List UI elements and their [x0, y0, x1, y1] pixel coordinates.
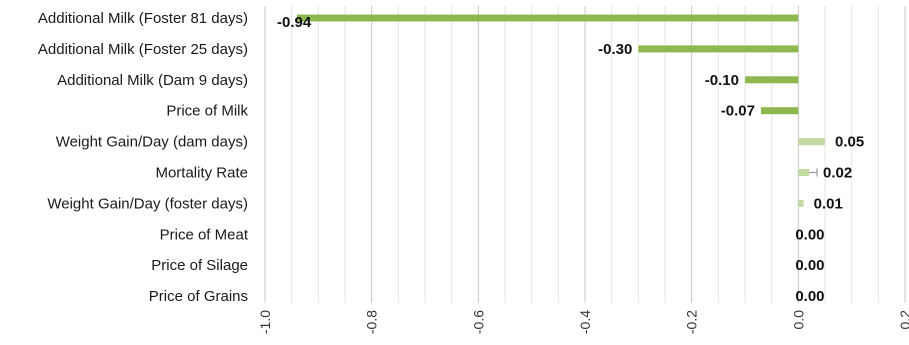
category-labels: Additional Milk (Foster 81 days) Addition…: [38, 10, 249, 305]
value-label: -0.07: [721, 103, 755, 120]
category-label: Price of Milk: [166, 103, 248, 120]
bar: [297, 14, 799, 22]
x-tick-label: 0.0: [790, 310, 806, 330]
category-label: Price of Silage: [151, 257, 248, 274]
value-label: -0.10: [705, 72, 739, 89]
category-label: Additional Milk (Foster 25 days): [38, 41, 248, 58]
x-tick-label: -1.0: [257, 310, 273, 334]
x-tick-label: -0.4: [577, 310, 593, 334]
value-label: 0.00: [795, 288, 824, 305]
value-labels: -0.94 -0.30 -0.10 -0.07 0.05 0.02 0.01 0.00 0.00…: [277, 14, 864, 305]
value-label: 0.01: [814, 195, 843, 212]
value-label: -0.94: [277, 14, 312, 31]
bar: [798, 169, 809, 176]
value-label: 0.00: [795, 257, 824, 274]
bar: [761, 107, 799, 115]
category-label: Additional Milk (Dam 9 days): [57, 72, 248, 89]
category-label: Additional Milk (Foster 81 days): [38, 10, 248, 27]
x-axis-ticks: -1.0 -0.8 -0.6 -0.4 -0.2 0.0 0.2: [257, 310, 909, 334]
value-label: 0.02: [823, 165, 852, 182]
value-label: 0.00: [795, 226, 824, 243]
category-label: Weight Gain/Day (foster days): [47, 195, 248, 212]
value-label: -0.30: [598, 41, 632, 58]
grid: [264, 6, 906, 303]
value-label: 0.05: [835, 134, 864, 151]
bar: [798, 199, 804, 207]
category-label: Mortality Rate: [155, 165, 248, 182]
bar: [638, 45, 799, 53]
category-label: Price of Meat: [160, 226, 249, 243]
bar: [745, 76, 799, 84]
x-tick-label: 0.2: [897, 310, 909, 330]
category-label: Weight Gain/Day (dam days): [56, 134, 248, 151]
bar: [798, 138, 825, 146]
x-tick-label: -0.8: [364, 310, 380, 334]
category-label: Price of Grains: [149, 288, 248, 305]
bars: [297, 14, 825, 207]
x-tick-label: -0.2: [684, 310, 700, 334]
x-tick-label: -0.6: [470, 310, 486, 334]
